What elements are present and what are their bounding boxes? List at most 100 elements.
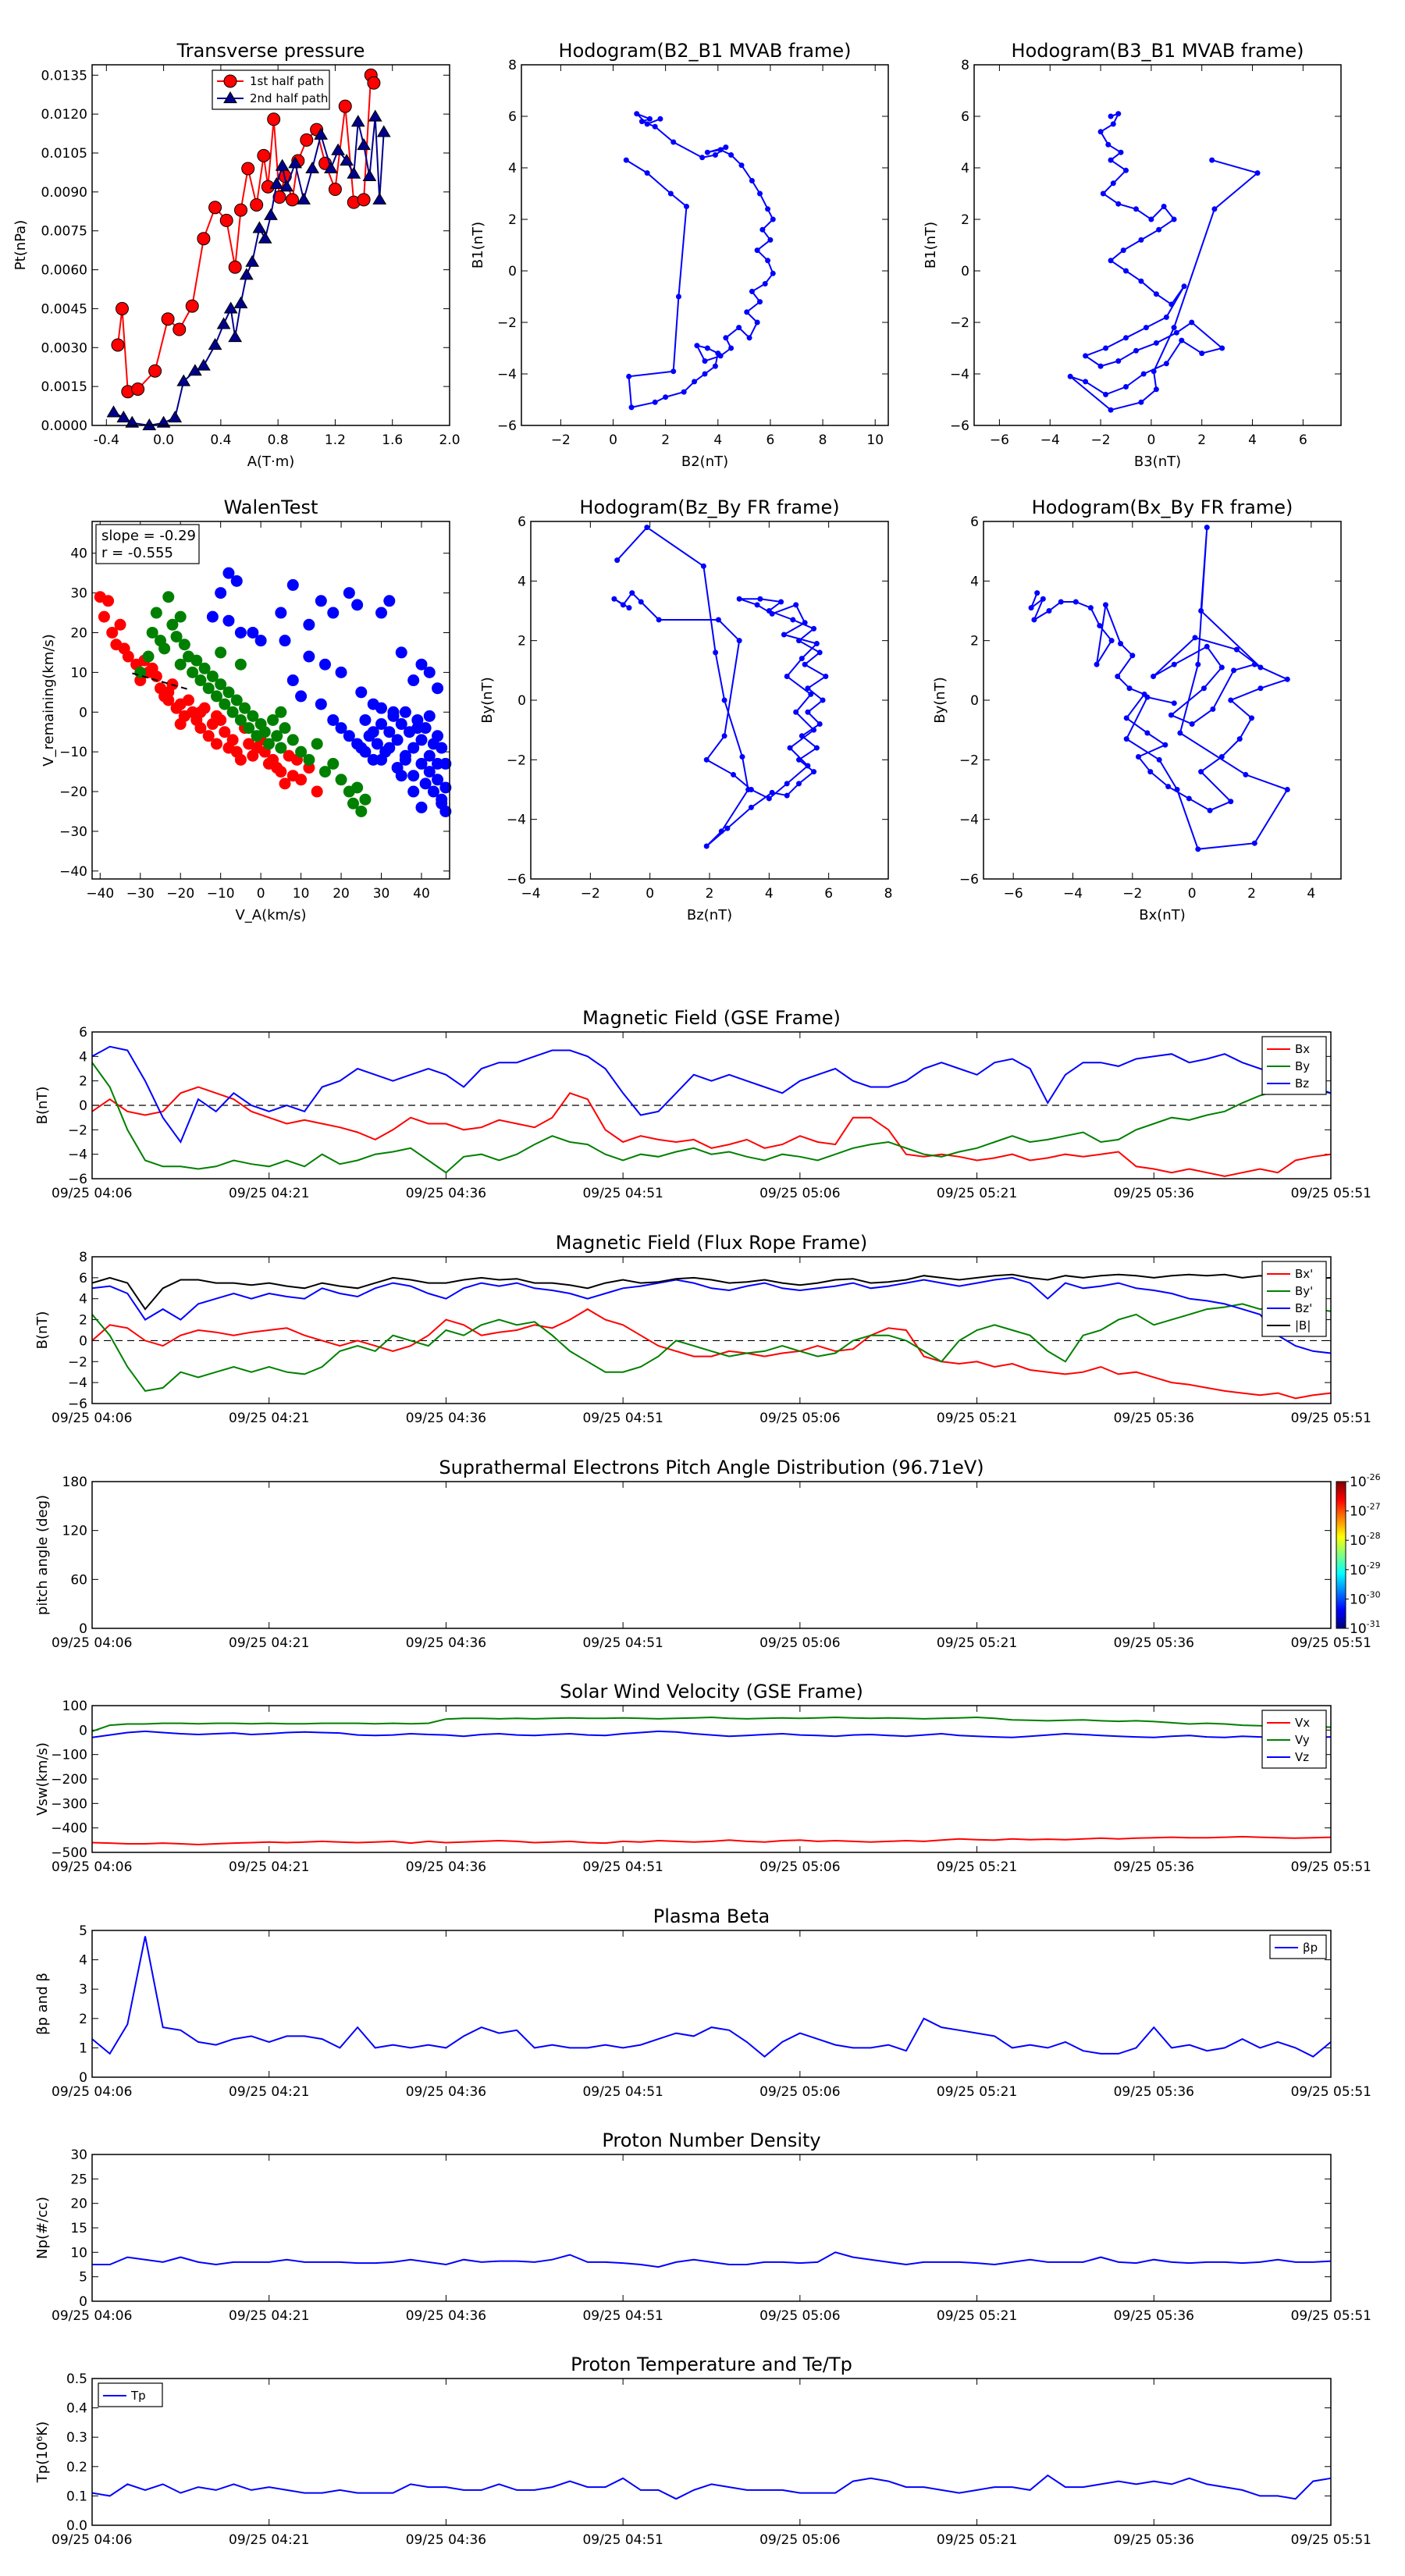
data-point <box>315 595 327 607</box>
time-tick-label: 09/25 05:21 <box>937 1186 1017 1201</box>
data-point <box>1161 204 1167 209</box>
data-point <box>1108 113 1114 119</box>
time-tick-label: 09/25 05:51 <box>1291 1186 1371 1201</box>
time-tick-label: 09/25 05:21 <box>937 2308 1017 2324</box>
data-point <box>423 766 436 778</box>
data-point <box>234 203 248 217</box>
data-point <box>767 237 774 243</box>
data-point <box>215 587 227 600</box>
x-axis-label: Bx(nT) <box>1139 907 1185 923</box>
data-point <box>754 602 760 608</box>
data-point <box>174 658 187 671</box>
data-point <box>359 793 372 806</box>
y-axis-label: B1(nT) <box>470 222 486 269</box>
y-tick-label: −4 <box>950 367 969 382</box>
data-point <box>1195 661 1201 667</box>
data-point <box>793 709 799 715</box>
y-tick-label: 20 <box>70 2197 87 2212</box>
data-point <box>258 231 272 244</box>
legend-label: Bx <box>1295 1042 1310 1056</box>
data-point <box>796 781 802 787</box>
data-point <box>279 777 291 790</box>
data-point <box>230 694 243 706</box>
plot-frame <box>91 1481 1332 1629</box>
x-tick-label: 30 <box>373 886 390 902</box>
colorbar-exponent: -30 <box>1367 1589 1381 1599</box>
hbx-chart: −6 −4 −2 0 2 4 −6 −4 −2 0 2 4 6 Hodogram(Bx_By FR fra… <box>932 496 1342 923</box>
data-point <box>1195 846 1201 852</box>
data-point <box>166 618 179 631</box>
data-point <box>211 690 223 703</box>
x-tick-label: 10 <box>293 886 310 902</box>
data-point <box>158 642 171 655</box>
time-tick-label: 09/25 04:06 <box>52 1411 132 1426</box>
data-point <box>262 738 275 750</box>
data-point <box>208 337 222 350</box>
y-tick-label: 6 <box>970 514 979 530</box>
data-point <box>802 620 808 626</box>
time-tick-label: 09/25 04:21 <box>229 2532 309 2548</box>
series-line <box>91 1835 1332 1846</box>
data-point <box>1153 386 1159 393</box>
data-point <box>1103 391 1109 397</box>
data-point <box>1171 216 1177 222</box>
data-point <box>1156 756 1162 763</box>
data-point <box>295 745 308 758</box>
y-tick-label: 0.0105 <box>41 146 87 162</box>
x-tick-label: −4 <box>1040 432 1060 448</box>
data-point <box>423 749 436 762</box>
data-point <box>161 312 175 326</box>
data-point <box>1120 247 1126 254</box>
data-point <box>198 662 211 674</box>
y-axis-label: By(nT) <box>479 677 496 723</box>
data-point <box>1207 807 1213 813</box>
data-point <box>746 335 752 341</box>
data-point <box>234 658 247 671</box>
y-tick-label: 6 <box>79 1025 87 1041</box>
data-point <box>150 607 162 619</box>
time-tick-label: 09/25 04:51 <box>582 2084 663 2100</box>
y-tick-label: 20 <box>70 625 87 641</box>
x-tick-label: −4 <box>1063 886 1083 902</box>
data-point <box>634 111 640 117</box>
data-point <box>295 690 308 703</box>
data-point <box>694 343 700 349</box>
data-point <box>757 596 763 602</box>
x-tick-label: −30 <box>126 886 155 902</box>
y-tick-label: 6 <box>79 1271 87 1286</box>
data-point <box>1177 730 1183 736</box>
y-tick-label: −6 <box>950 418 969 434</box>
colorbar-exponent: -31 <box>1367 1619 1381 1629</box>
data-point <box>647 116 653 122</box>
data-point <box>383 726 396 738</box>
data-point <box>215 646 227 659</box>
data-point <box>1254 170 1261 176</box>
series-line <box>91 1086 1332 1177</box>
data-point <box>239 268 254 280</box>
y-axis-label: Pt(nPa) <box>12 220 29 270</box>
y-tick-label: −2 <box>68 1123 87 1138</box>
y-tick-label: −100 <box>51 1748 87 1763</box>
data-point <box>1115 111 1122 117</box>
plot-frame <box>983 521 1342 880</box>
data-point <box>359 713 372 726</box>
data-point <box>1097 623 1103 629</box>
data-point <box>271 730 283 742</box>
x-tick-label: 4 <box>1248 432 1257 448</box>
panel-title: Magnetic Field (Flux Rope Frame) <box>556 1232 867 1254</box>
x-tick-label: 20 <box>333 886 350 902</box>
data-point <box>439 781 452 794</box>
series-line <box>117 74 375 393</box>
x-tick-label: 0 <box>1188 886 1197 902</box>
data-point <box>799 656 805 662</box>
data-point <box>122 650 134 663</box>
y-tick-label: −6 <box>68 1397 87 1412</box>
x-tick-label: −6 <box>1004 886 1023 902</box>
data-point <box>769 610 775 617</box>
data-point <box>1143 325 1149 331</box>
data-point <box>816 649 823 656</box>
data-point <box>1251 661 1257 667</box>
data-point <box>675 294 681 300</box>
data-point <box>228 330 243 343</box>
data-point <box>233 296 248 308</box>
